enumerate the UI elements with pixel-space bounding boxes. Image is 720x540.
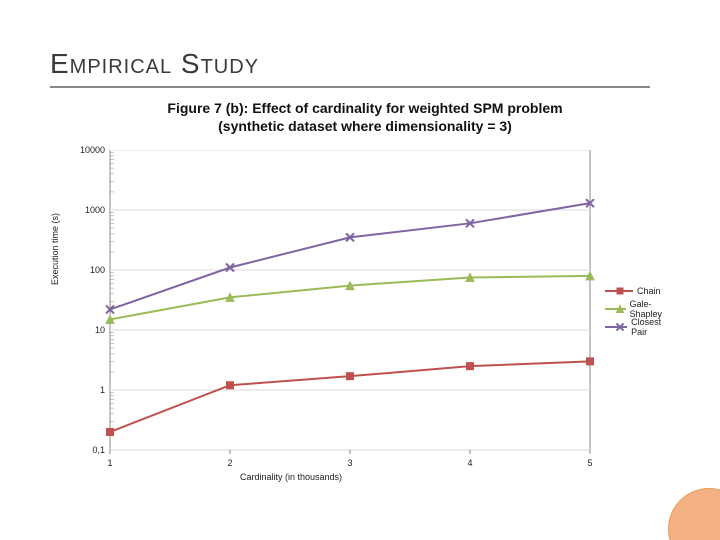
x-tick-label: 4 bbox=[467, 458, 472, 468]
x-axis-label: Cardinality (in thousands) bbox=[240, 472, 342, 482]
legend-label: Gale-Shapley bbox=[630, 299, 670, 319]
caption-line-2: (synthetic dataset where dimensionality … bbox=[218, 118, 512, 134]
legend-label: Chain bbox=[637, 286, 661, 296]
legend: Chain Gale-ShapleyClosest Pair bbox=[605, 280, 670, 338]
x-tick-label: 1 bbox=[107, 458, 112, 468]
legend-item: Chain bbox=[605, 284, 670, 298]
legend-label: Closest Pair bbox=[631, 317, 669, 337]
y-tick-label: 10000 bbox=[65, 145, 105, 155]
page-title: Empirical Study bbox=[50, 48, 259, 80]
figure-caption: Figure 7 (b): Effect of cardinality for … bbox=[90, 100, 640, 135]
slide: Empirical Study Figure 7 (b): Effect of … bbox=[0, 0, 720, 540]
chart-container: Execution time (s) Cardinality (in thous… bbox=[60, 150, 660, 500]
x-tick-label: 2 bbox=[227, 458, 232, 468]
legend-item: Gale-Shapley bbox=[605, 302, 670, 316]
y-tick-label: 1000 bbox=[65, 205, 105, 215]
y-tick-label: 1 bbox=[65, 385, 105, 395]
caption-line-1: Figure 7 (b): Effect of cardinality for … bbox=[167, 100, 562, 116]
corner-accent-circle bbox=[668, 488, 720, 540]
y-axis-label: Execution time (s) bbox=[50, 213, 60, 285]
x-tick-label: 3 bbox=[347, 458, 352, 468]
y-tick-label: 10 bbox=[65, 325, 105, 335]
x-tick-label: 5 bbox=[587, 458, 592, 468]
chart-svg bbox=[60, 150, 600, 456]
title-underline bbox=[50, 86, 650, 88]
legend-item: Closest Pair bbox=[605, 320, 670, 334]
y-tick-label: 100 bbox=[65, 265, 105, 275]
y-tick-label: 0,1 bbox=[65, 445, 105, 455]
